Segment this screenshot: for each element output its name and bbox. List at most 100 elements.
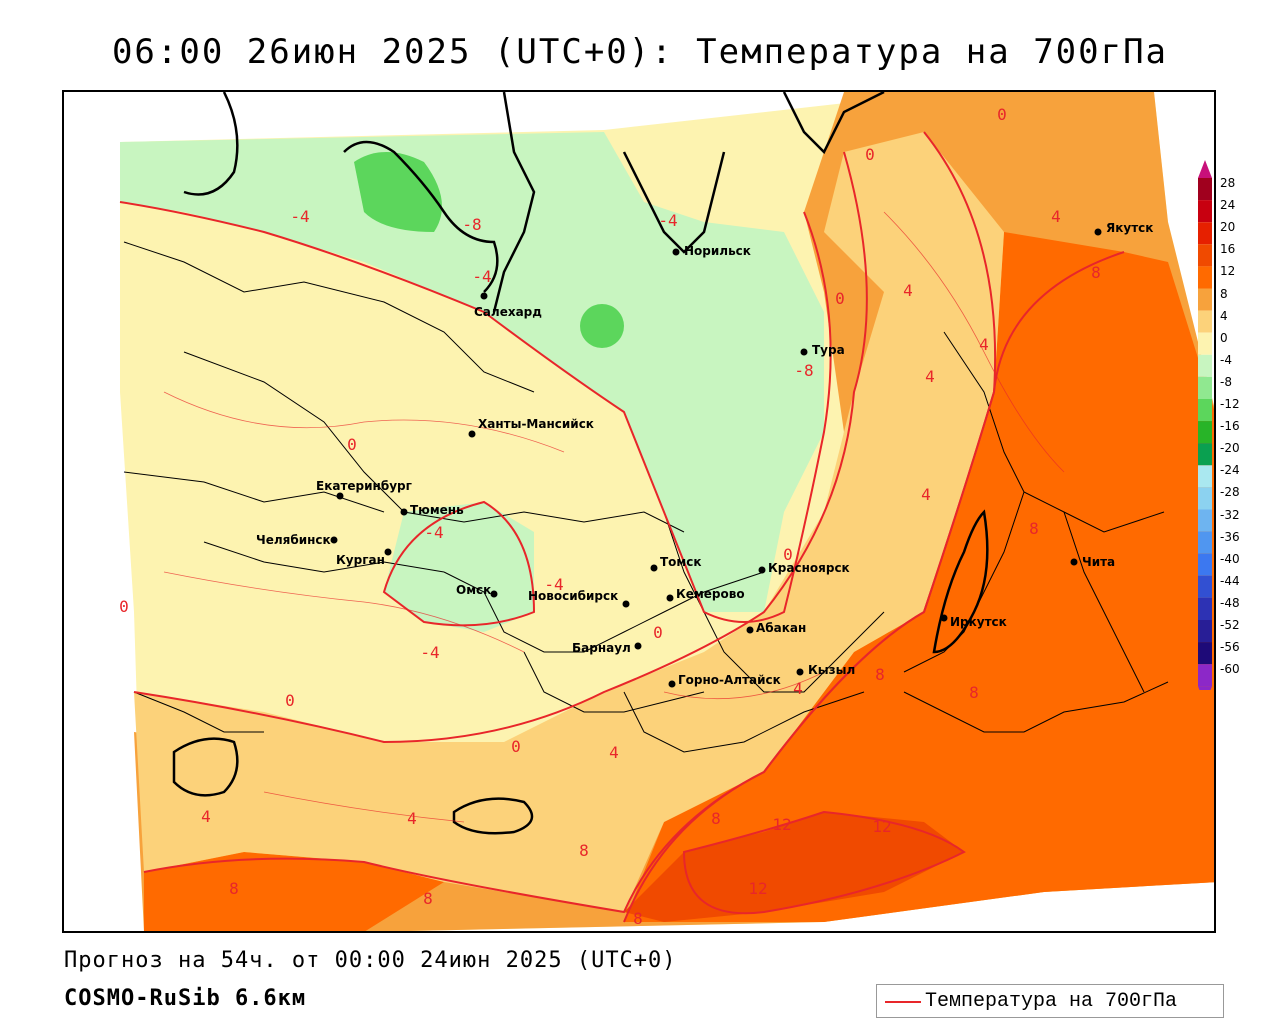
contour-label: 4 bbox=[1051, 207, 1061, 226]
contour-label: -4 bbox=[472, 267, 491, 286]
colorbar-tick-label: -8 bbox=[1220, 374, 1232, 389]
contour-label: 4 bbox=[903, 281, 913, 300]
contour-label: 0 bbox=[653, 623, 663, 642]
city-label: Тура bbox=[812, 343, 845, 357]
city-kemerovo: Кемерово bbox=[666, 587, 745, 602]
city-label: Кызыл bbox=[808, 663, 855, 677]
city-kurgan: Курган bbox=[336, 548, 392, 567]
colorbar-swatch bbox=[1198, 399, 1212, 422]
contour-label: 4 bbox=[979, 335, 989, 354]
contour-label: 0 bbox=[835, 289, 845, 308]
colorbar-swatch bbox=[1198, 376, 1212, 399]
contour-label: -8 bbox=[794, 361, 813, 380]
contour-label: 4 bbox=[925, 367, 935, 386]
city-kyzyl: Кызыл bbox=[796, 663, 855, 677]
colorbar-swatch bbox=[1198, 487, 1212, 510]
contour-label: 4 bbox=[793, 679, 803, 698]
cold-region-core bbox=[354, 152, 442, 232]
contour-label: -4 bbox=[658, 211, 677, 230]
contour-label: 8 bbox=[875, 665, 885, 684]
colorbar-swatches bbox=[1198, 160, 1212, 690]
isotherms bbox=[119, 131, 1125, 923]
colorbar-swatch bbox=[1198, 664, 1212, 687]
contour-label: 4 bbox=[921, 485, 931, 504]
map-title: 06:00 26июн 2025 (UTC+0): Температура на… bbox=[111, 32, 1169, 72]
city-tyumen: Тюмень bbox=[400, 503, 464, 517]
city-label: Абакан bbox=[756, 621, 806, 635]
colorbar-tick-label: -4 bbox=[1220, 352, 1232, 367]
contour-label: 8 bbox=[229, 879, 239, 898]
mild-region-south bbox=[134, 132, 1004, 912]
city-label: Томск bbox=[660, 555, 702, 569]
contour-label: 8 bbox=[1091, 263, 1101, 282]
legend-line-swatch bbox=[885, 1001, 921, 1003]
admin-borders bbox=[123, 241, 1169, 753]
colorbar: 28 24 20 16 12 8 4 0 -4 -8 -12 -16 -20 -24 -28 -32 -36 -4… bbox=[1198, 160, 1278, 690]
colorbar-tick-label: -36 bbox=[1220, 529, 1240, 544]
cold-spot bbox=[580, 304, 624, 348]
colorbar-tick-label: -56 bbox=[1220, 640, 1240, 655]
colorbar-tick-label: -60 bbox=[1220, 662, 1240, 677]
city-barnaul: Барнаул bbox=[572, 641, 642, 655]
city-label: Якутск bbox=[1106, 221, 1153, 235]
colorbar-swatch bbox=[1198, 178, 1212, 201]
city-ekaterinburg: Екатеринбург bbox=[316, 479, 412, 500]
contour-label: 4 bbox=[201, 807, 211, 826]
city-label: Салехард bbox=[474, 305, 542, 319]
city-tomsk: Томск bbox=[650, 555, 702, 572]
legend-label: Температура на 700гПа bbox=[925, 990, 1178, 1013]
cold-region-west bbox=[384, 502, 534, 632]
colorbar-tick-label: -20 bbox=[1220, 441, 1240, 456]
colorbar-tick-label: -12 bbox=[1220, 397, 1240, 411]
colorbar-tick-label: 28 bbox=[1220, 176, 1236, 190]
city-label: Омск bbox=[456, 583, 491, 597]
city-label: Красноярск bbox=[768, 561, 850, 575]
contour-label: 0 bbox=[119, 597, 129, 616]
city-gorno-altaysk: Горно-Алтайск bbox=[668, 673, 781, 688]
city-novosibirsk: Новосибирск bbox=[528, 589, 630, 608]
colorbar-bottom-arrow bbox=[1198, 686, 1212, 690]
contour-label: 8 bbox=[633, 909, 643, 928]
contour-label: 12 bbox=[872, 817, 891, 836]
coastlines bbox=[172, 92, 989, 835]
colorbar-tick-label: -32 bbox=[1220, 507, 1240, 522]
city-khanty-mansiysk: Ханты-Мансийск bbox=[468, 417, 594, 438]
colorbar-swatch bbox=[1198, 465, 1212, 488]
colorbar-tick-label: -52 bbox=[1220, 618, 1240, 632]
contour-label: -4 bbox=[290, 207, 309, 226]
city-label: Иркутск bbox=[950, 615, 1007, 629]
city-label: Барнаул bbox=[572, 641, 631, 655]
city-yakutsk: Якутск bbox=[1094, 221, 1153, 236]
colorbar-swatch bbox=[1198, 531, 1212, 554]
city-omsk: Омск bbox=[456, 583, 498, 598]
colorbar-swatch bbox=[1198, 597, 1212, 620]
colorbar-swatch bbox=[1198, 266, 1212, 289]
contour-label: 0 bbox=[997, 105, 1007, 124]
map-legend: Температура на 700гПа bbox=[876, 984, 1224, 1018]
contour-label: -8 bbox=[462, 215, 481, 234]
city-norilsk: Норильск bbox=[672, 244, 751, 258]
contour-label: 0 bbox=[865, 145, 875, 164]
city-label: Чита bbox=[1082, 555, 1115, 569]
contour-label: 8 bbox=[1029, 519, 1039, 538]
colorbar-swatch bbox=[1198, 509, 1212, 532]
city-krasnoyarsk: Красноярск bbox=[758, 561, 850, 575]
colorbar-swatch bbox=[1198, 310, 1212, 333]
contour-label: 8 bbox=[423, 889, 433, 908]
contour-label: 0 bbox=[347, 435, 357, 454]
city-markers: Якутск Норильск Салехард Тура Ханты-Манс… bbox=[256, 221, 1153, 688]
city-chelyabinsk: Челябинск bbox=[256, 533, 338, 547]
contour-label: -4 bbox=[420, 643, 439, 662]
city-chita: Чита bbox=[1070, 555, 1115, 569]
colorbar-tick-label: -48 bbox=[1220, 595, 1240, 610]
contour-label: 4 bbox=[609, 743, 619, 762]
colorbar-tick-label: 12 bbox=[1220, 264, 1236, 279]
forecast-info: Прогноз на 54ч. от 00:00 24июн 2025 (UTC… bbox=[64, 948, 677, 973]
colorbar-tick-label: -24 bbox=[1220, 463, 1240, 478]
city-label: Ханты-Мансийск bbox=[478, 417, 594, 431]
city-label: Новосибирск bbox=[528, 589, 618, 603]
city-label: Тюмень bbox=[410, 503, 464, 517]
city-irkutsk: Иркутск bbox=[940, 614, 1007, 629]
contour-label: 12 bbox=[748, 879, 767, 898]
colorbar-tick-label: 0 bbox=[1220, 330, 1228, 345]
